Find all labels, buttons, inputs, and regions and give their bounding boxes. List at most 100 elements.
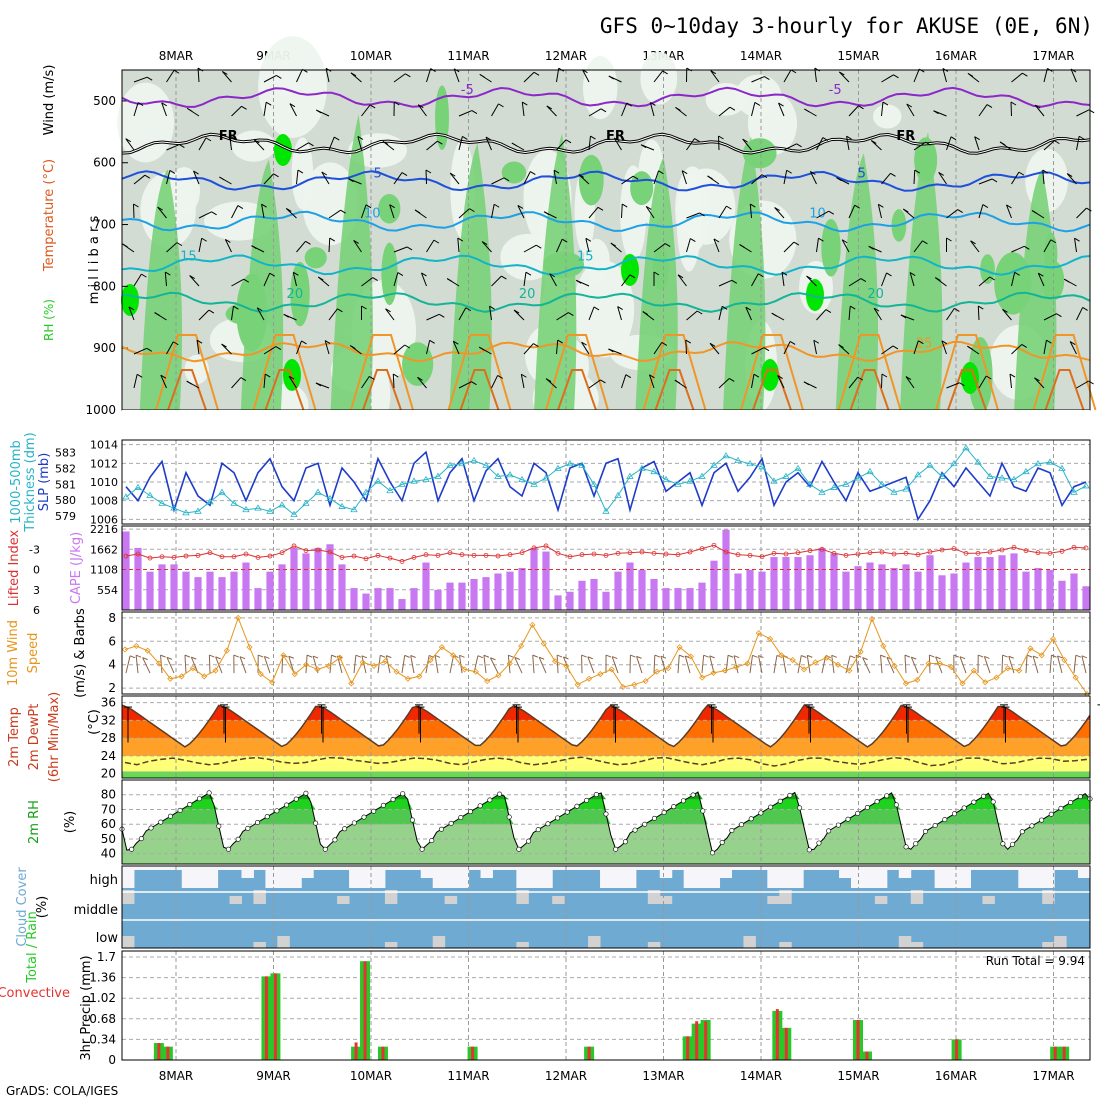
cape-bar [1046, 569, 1054, 610]
thickness-point [206, 498, 214, 505]
temp-line [121, 704, 1091, 748]
thickness-point [398, 480, 406, 487]
rh-saturated-region [274, 134, 292, 166]
wind-barb-flag [369, 104, 376, 109]
li-point [159, 554, 165, 560]
wind-speed-point [167, 675, 174, 682]
isotherm-warm-daily [1032, 334, 1097, 411]
wind-barb [229, 136, 232, 151]
wind-barb [913, 240, 923, 253]
wind-barb-flag [251, 245, 257, 250]
wind-barb [1011, 272, 1016, 287]
date-label-top: 10MAR [350, 49, 392, 63]
surface-wind-barb [904, 655, 907, 674]
wind-barb-flag [742, 138, 748, 143]
wind-speed-point [733, 663, 740, 671]
thickness-point [890, 488, 898, 495]
wind-barb-flag [369, 375, 375, 380]
cape-bar [506, 571, 514, 610]
wind-barb-flag [813, 339, 820, 344]
wind-barb [751, 374, 755, 389]
wind-barb-flag [533, 343, 539, 348]
cloud-cover-panel: high middle low Cloud Cover (%) [15, 865, 1091, 949]
surface-wind-barb [806, 655, 811, 674]
surface-wind-barb-flag [142, 657, 148, 661]
wind-barb [361, 204, 367, 219]
rh-point [671, 804, 677, 810]
li-point [171, 554, 177, 560]
precip-convective-bar [354, 1042, 358, 1060]
li-point [495, 553, 501, 559]
thickness-point [650, 467, 658, 475]
wind-barb-flag [545, 378, 552, 383]
rh-dry-region [582, 56, 618, 120]
li-point [195, 552, 201, 558]
surface-wind-barb [142, 657, 151, 674]
pressure-tick-label: 1000 [85, 403, 116, 417]
cape-bar [122, 531, 130, 610]
cape-bar [542, 551, 550, 610]
footer-credit: GrADS: COLA/IGES [6, 1084, 118, 1098]
wind-barb-flag [361, 305, 367, 310]
surface-wind-barb-flag [160, 654, 166, 658]
li-point [951, 546, 957, 552]
thickness-point [974, 458, 982, 465]
wind-barb [913, 68, 920, 83]
wind-barb [325, 68, 330, 83]
precip-tick-label: 0.68 [89, 1012, 116, 1026]
cloud-high-gap [468, 866, 482, 870]
wind-barb [328, 209, 341, 219]
surface-wind-barb-flag [984, 655, 990, 659]
top-date-axis: 8MAR9MAR10MAR11MAR12MAR13MAR14MAR15MAR16… [159, 49, 1075, 63]
li-point [627, 550, 633, 556]
wind-barb [588, 379, 601, 389]
wind-barb [288, 375, 297, 389]
wind-barb-flag [557, 339, 563, 344]
date-label-bottom: 14MAR [740, 1069, 782, 1083]
cloud-low-gap [122, 936, 135, 948]
cloud-high-gap [791, 866, 804, 888]
cloud-high-gap [958, 866, 971, 888]
wind-barb-flag [690, 238, 696, 242]
thickness-point [950, 459, 958, 467]
wind-barb [523, 272, 527, 287]
isotherm-label: -5 [461, 83, 474, 98]
rh-point [913, 841, 919, 847]
li-point [543, 543, 549, 549]
li-point [291, 543, 297, 549]
thickness-point [134, 483, 142, 490]
cloud-high-gap [277, 866, 290, 888]
wind-barb [813, 340, 817, 355]
thickness-point [374, 477, 382, 484]
wind-speed-line [124, 616, 1088, 695]
temp-tick-label: 32 [101, 713, 116, 727]
rh-point [390, 797, 396, 803]
wind-barb [417, 376, 427, 389]
wind-barb-flag [890, 172, 896, 177]
surface-wind-barb [660, 656, 667, 674]
temp-tick-label: 28 [101, 731, 116, 745]
wind-barb-flag [674, 379, 681, 384]
li-point [771, 550, 777, 556]
wind-barb [848, 306, 851, 321]
cape-bar [470, 578, 478, 610]
thickness-point [242, 505, 250, 513]
wind-barb-flag [549, 273, 555, 278]
rh-point [1068, 800, 1074, 806]
wind-barb [523, 244, 537, 253]
wind-barb [645, 206, 655, 219]
wind-barb [1011, 72, 1023, 83]
wind-barb-flag [337, 308, 343, 313]
surface-wind-barb [636, 656, 643, 674]
wind-barb-flag [176, 242, 183, 247]
surface-wind-barb-flag [1032, 655, 1039, 659]
rh-dry-region [370, 368, 391, 422]
wind-speed-point [778, 652, 785, 659]
panel-frame [121, 695, 1091, 779]
rh-point [245, 825, 251, 831]
rh-point [1058, 805, 1064, 811]
wind-barb-flag [854, 204, 860, 209]
date-label-top: 14MAR [740, 49, 782, 63]
ylabel-temp-a: 2m Temp [7, 707, 22, 767]
wind-barb [166, 69, 175, 83]
